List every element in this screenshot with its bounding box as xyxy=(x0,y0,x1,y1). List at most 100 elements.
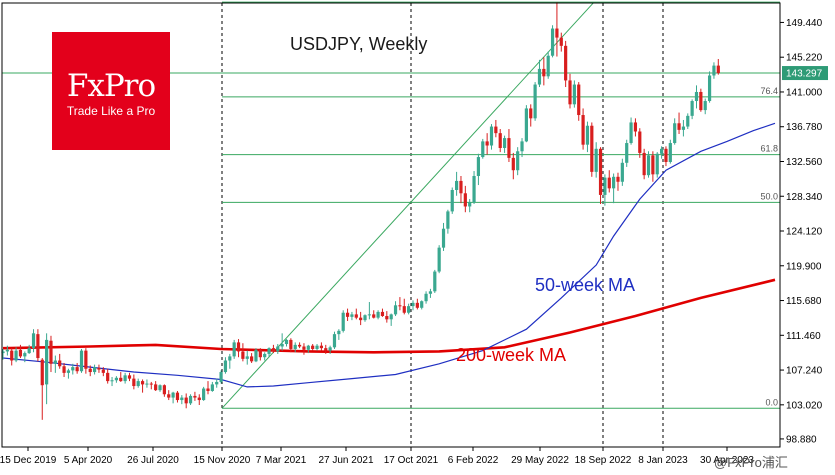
candle-body xyxy=(123,375,127,382)
candle xyxy=(119,372,123,382)
x-tick-label-4: 7 Mar 2021 xyxy=(256,455,307,466)
candle-body xyxy=(53,360,57,364)
candle-body xyxy=(572,84,576,105)
candle-body xyxy=(14,350,18,361)
candle-body xyxy=(433,271,437,292)
candle xyxy=(193,391,197,401)
x-tick-label-10: 8 Jan 2023 xyxy=(638,455,688,466)
candle-body xyxy=(101,369,105,373)
y-tick-label-6: 124.120 xyxy=(786,227,823,238)
candle-body xyxy=(481,141,485,158)
candle xyxy=(629,117,633,145)
candle xyxy=(393,301,398,317)
candle xyxy=(62,362,66,377)
candle xyxy=(402,298,406,315)
candle-body xyxy=(302,346,306,350)
candle xyxy=(149,381,153,390)
candle-body xyxy=(629,122,633,144)
candle-body xyxy=(1,351,5,354)
candle xyxy=(97,364,101,373)
candle xyxy=(620,158,624,186)
candle-body xyxy=(472,175,476,203)
candle xyxy=(27,344,31,354)
candles-layer xyxy=(1,2,720,420)
candle xyxy=(420,300,424,310)
y-tick-label-1: 103.020 xyxy=(786,400,823,411)
candle-body xyxy=(498,133,502,148)
candle xyxy=(123,372,127,384)
x-tick-label-5: 27 Jun 2021 xyxy=(318,455,373,466)
candle xyxy=(5,345,9,356)
candle xyxy=(472,171,476,204)
candle-body xyxy=(489,126,494,146)
candle xyxy=(171,391,175,404)
candle-body xyxy=(559,37,563,46)
candle xyxy=(659,146,664,159)
candle-body xyxy=(402,306,406,313)
candle xyxy=(31,329,36,353)
candle-body xyxy=(699,91,703,111)
y-tick-label-8: 132.560 xyxy=(786,157,823,168)
candle-body xyxy=(638,131,642,153)
candle xyxy=(668,139,672,164)
candle-body xyxy=(71,367,75,371)
candle-body xyxy=(293,344,297,349)
candle xyxy=(88,365,92,377)
candle-body xyxy=(62,366,66,373)
candle-body xyxy=(537,68,542,85)
candle xyxy=(398,297,402,311)
candle xyxy=(699,88,703,112)
candle xyxy=(385,311,389,323)
candle xyxy=(441,222,446,251)
axes-layer: 98.880 103.020 107.240 111.460 115.680 119.90… xyxy=(0,2,828,466)
candle-body xyxy=(197,397,201,401)
candle-body xyxy=(328,347,332,351)
candle xyxy=(101,367,105,377)
candle xyxy=(337,329,341,340)
candle-body xyxy=(594,148,598,172)
candle-body xyxy=(284,339,289,345)
candle-body xyxy=(450,189,454,212)
fxpro-logo: FxPro Trade Like a Pro xyxy=(52,32,170,150)
candle-body xyxy=(659,148,664,154)
candle xyxy=(297,342,302,349)
candle xyxy=(646,151,651,178)
candle xyxy=(53,355,57,373)
candle-body xyxy=(337,330,341,335)
candle xyxy=(154,381,158,391)
candle-body xyxy=(555,28,559,38)
candle xyxy=(681,119,686,137)
candle-body xyxy=(184,397,188,404)
candle-body xyxy=(228,356,232,361)
candle xyxy=(36,329,40,362)
candle-body xyxy=(446,211,450,229)
candle xyxy=(184,393,188,409)
candle-body xyxy=(171,392,175,398)
fib-level-label-2: 61.8 xyxy=(760,144,778,154)
candle xyxy=(71,363,75,375)
candle-body xyxy=(524,108,528,142)
candle-body xyxy=(158,385,162,391)
candle-body xyxy=(232,342,236,357)
candle-body xyxy=(345,312,350,317)
y-tick-label-9: 136.780 xyxy=(786,122,823,133)
candle xyxy=(537,59,542,88)
candle xyxy=(263,352,267,361)
candle-body xyxy=(625,143,629,163)
candle-body xyxy=(297,344,302,347)
candle-body xyxy=(415,302,419,308)
candle xyxy=(232,339,236,359)
candle xyxy=(450,187,454,214)
candle-body xyxy=(459,180,463,194)
candle xyxy=(106,368,110,384)
candle xyxy=(673,118,677,145)
candle-body xyxy=(424,293,428,302)
candle xyxy=(223,357,228,374)
candle xyxy=(162,384,166,397)
candle-body xyxy=(75,367,79,372)
y-tick-label-5: 119.900 xyxy=(786,261,822,272)
candle xyxy=(49,335,53,373)
candle-body xyxy=(616,176,620,182)
vertical-date-markers xyxy=(221,3,664,447)
